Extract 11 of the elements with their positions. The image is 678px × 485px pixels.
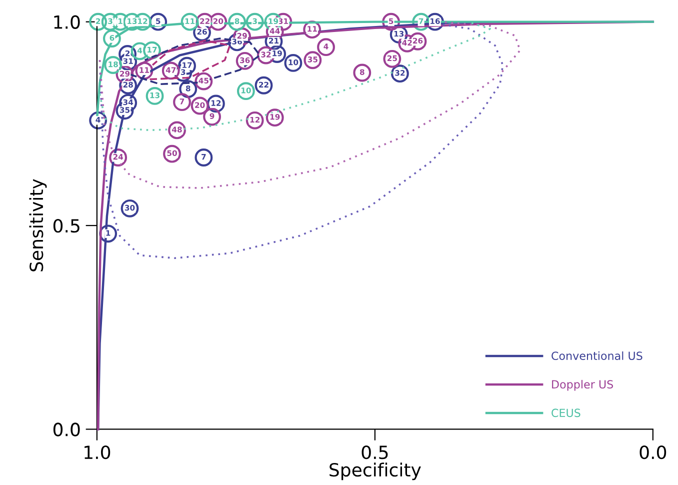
- y-tick-label: 0.0: [53, 422, 80, 436]
- y-axis-title: Sensitivity: [29, 179, 47, 272]
- y-tick-label: 1.0: [54, 15, 80, 29]
- x-tick-label: 0.0: [640, 446, 666, 460]
- text: CEUS: [552, 408, 580, 418]
- x-axis-title: Specificity: [330, 462, 421, 480]
- x-tick-label: 0.5: [362, 446, 388, 460]
- text: Conventional US: [552, 351, 642, 360]
- y-tick-label: 0.5: [53, 218, 80, 233]
- text: Doppler US: [552, 380, 614, 391]
- x-tick-label: 1.0: [84, 446, 110, 460]
